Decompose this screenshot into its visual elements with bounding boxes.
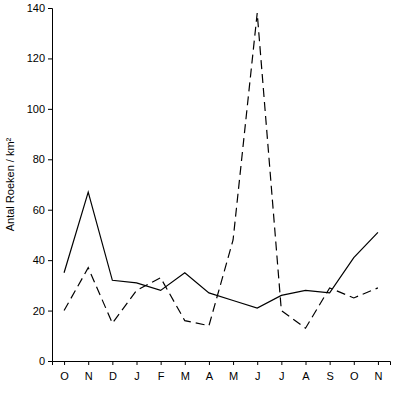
x-tick-mark xyxy=(281,361,282,365)
y-tick-mark xyxy=(48,361,52,362)
y-tick-label: 0 xyxy=(39,355,45,367)
y-tick: 0 xyxy=(39,355,52,367)
x-tick-mark xyxy=(354,361,355,365)
y-tick-label: 20 xyxy=(33,305,45,317)
x-tick-mark xyxy=(64,361,65,365)
y-tick: 40 xyxy=(33,254,52,266)
y-tick-mark xyxy=(48,8,52,9)
x-tick: J xyxy=(134,361,140,382)
x-tick: N xyxy=(374,361,382,382)
x-tick-label: M xyxy=(229,370,238,382)
x-axis: ONDJFMAMJJASON xyxy=(53,361,391,382)
series-line xyxy=(64,13,378,328)
y-tick-label: 120 xyxy=(27,52,45,64)
x-tick-label: A xyxy=(206,370,214,382)
x-tick-label: J xyxy=(279,370,285,382)
x-tick-mark xyxy=(306,361,307,365)
plot-area xyxy=(64,13,378,328)
x-tick-label: D xyxy=(109,370,117,382)
y-tick-mark xyxy=(48,311,52,312)
y-tick-mark xyxy=(48,210,52,211)
x-tick-label: J xyxy=(255,370,261,382)
x-tick: D xyxy=(109,361,117,382)
x-tick-mark xyxy=(330,361,331,365)
y-tick: 100 xyxy=(27,103,52,115)
x-tick-label: J xyxy=(134,370,140,382)
x-tick: J xyxy=(255,361,261,382)
y-tick: 80 xyxy=(33,153,52,165)
x-tick-label: M xyxy=(181,370,190,382)
x-tick: O xyxy=(60,361,69,382)
x-tick-label: O xyxy=(60,370,69,382)
x-tick: F xyxy=(158,361,165,382)
x-tick: N xyxy=(85,361,93,382)
x-tick-mark xyxy=(112,361,113,365)
x-tick-label: S xyxy=(326,370,333,382)
x-tick-label: N xyxy=(374,370,382,382)
y-tick-label: 100 xyxy=(27,103,45,115)
x-tick: J xyxy=(279,361,285,382)
x-tick-label: A xyxy=(302,370,310,382)
y-tick-label: 140 xyxy=(27,2,45,14)
y-tick-mark xyxy=(48,58,52,59)
series-line xyxy=(64,192,378,308)
x-tick-mark xyxy=(185,361,186,365)
y-tick-label: 80 xyxy=(33,153,45,165)
x-tick: S xyxy=(326,361,333,382)
x-tick-label: O xyxy=(350,370,359,382)
y-axis-line xyxy=(48,9,53,362)
y-tick: 60 xyxy=(33,204,52,216)
x-tick-mark xyxy=(161,361,162,365)
x-tick: A xyxy=(302,361,310,382)
y-axis-title: Antal Roeken / km² xyxy=(4,137,16,231)
x-tick-mark xyxy=(233,361,234,365)
y-tick: 140 xyxy=(27,2,52,14)
y-tick: 20 xyxy=(33,305,52,317)
y-axis: 0 20 40 60 80 100 120 140 xyxy=(27,2,53,367)
x-tick-mark xyxy=(257,361,258,365)
x-tick-mark xyxy=(137,361,138,365)
x-tick: A xyxy=(206,361,214,382)
x-tick: M xyxy=(181,361,190,382)
y-tick-label: 40 xyxy=(33,254,45,266)
x-axis-line xyxy=(53,362,391,366)
x-tick-label: N xyxy=(85,370,93,382)
y-tick-mark xyxy=(48,260,52,261)
x-tick-mark xyxy=(209,361,210,365)
x-tick: O xyxy=(350,361,359,382)
chart: 0 20 40 60 80 100 120 140 O N D J F M A M J J A S O N Antal Ro… xyxy=(0,0,399,395)
y-tick-mark xyxy=(48,159,52,160)
y-tick-label: 60 xyxy=(33,204,45,216)
x-tick-label: F xyxy=(158,370,165,382)
x-tick-mark xyxy=(378,361,379,365)
y-tick-mark xyxy=(48,109,52,110)
x-tick-mark xyxy=(88,361,89,365)
y-tick: 120 xyxy=(27,52,52,64)
x-tick: M xyxy=(229,361,238,382)
